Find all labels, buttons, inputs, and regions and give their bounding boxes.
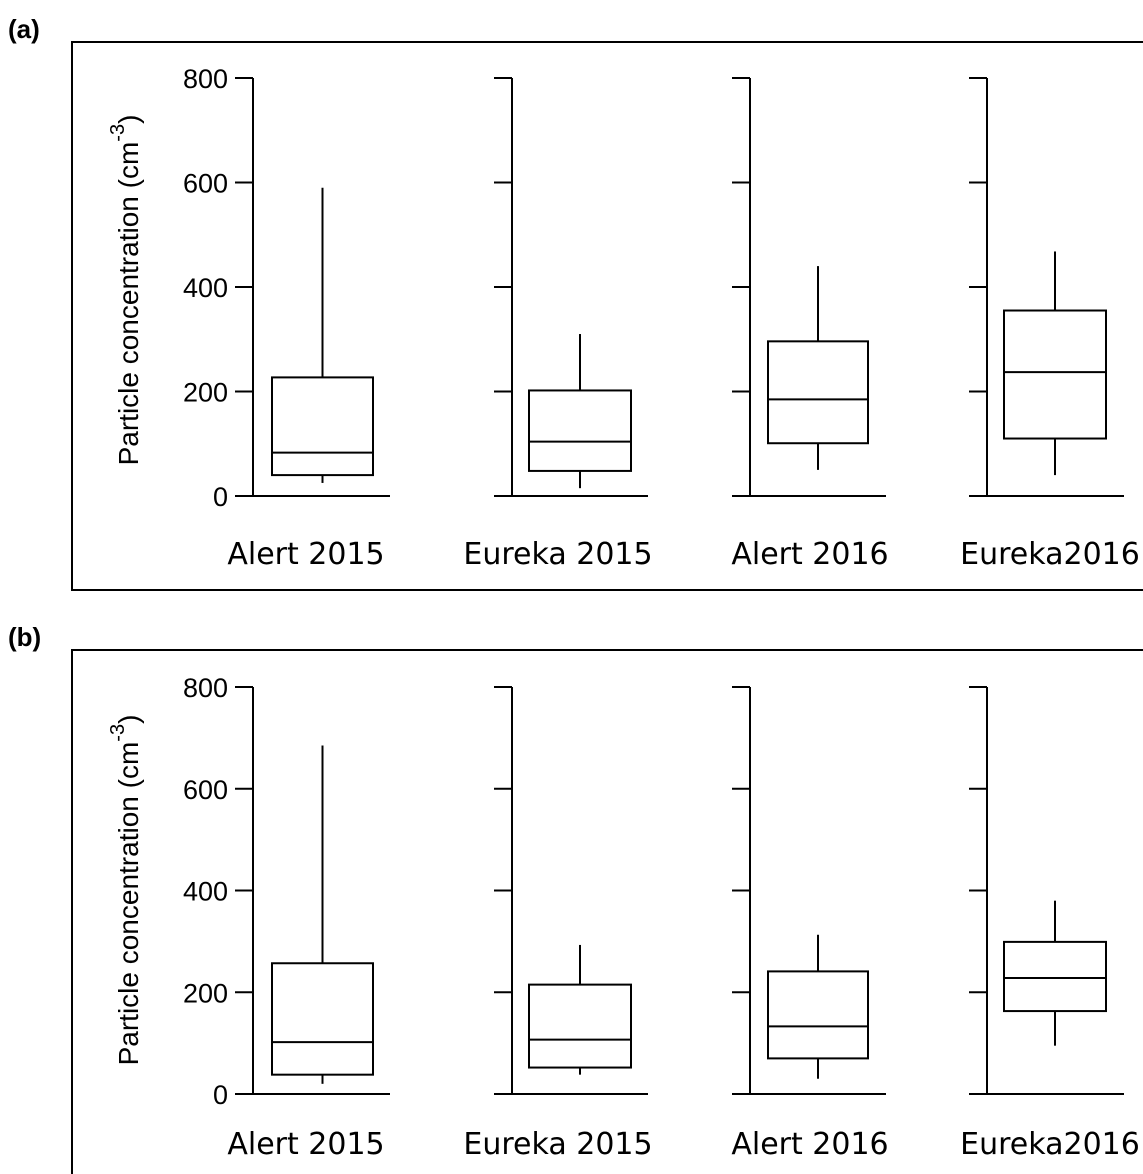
y-tick-label: 400 [183, 877, 228, 907]
panel-label: (b) [8, 622, 41, 652]
y-axis-label-text: Particle concentration (cm [113, 742, 144, 1066]
category-label: Eureka 2015 [463, 1127, 652, 1162]
panel-b: (b) Particle concentration (cm-3) 0 200 400 6… [8, 622, 1143, 1174]
category-label: Eureka 2015 [463, 537, 652, 572]
y-axis-label-superscript: -3 [107, 124, 129, 142]
box-iqr [271, 376, 374, 477]
subplot: Eureka 2015 [463, 686, 653, 1162]
y-axis-label: Particle concentration (cm-3) [107, 715, 144, 1066]
y-tick-label: 200 [183, 978, 228, 1008]
y-axis-label: Particle concentration (cm-3) [107, 115, 144, 466]
y-tick-label: 600 [183, 775, 228, 805]
y-tick-label: 400 [183, 273, 228, 303]
y-tick-label: 800 [183, 673, 228, 703]
panel-frame [71, 649, 1143, 1174]
panel-label: (a) [8, 14, 40, 44]
box-iqr [1003, 309, 1107, 440]
box-iqr [271, 962, 374, 1076]
box-iqr [528, 389, 632, 472]
category-label: Eureka2016 [960, 1127, 1140, 1162]
category-label: Alert 2015 [227, 537, 384, 572]
y-axis-label-text: Particle concentration (cm [113, 142, 144, 466]
panel-a: (a) Particle concentration (cm-3) 0 200 400 6… [8, 14, 1143, 591]
y-axis-label-close: ) [113, 115, 144, 124]
box-iqr [1003, 940, 1107, 1013]
subplot: Alert 2015 [227, 77, 390, 572]
y-tick-label: 200 [183, 378, 228, 408]
category-label: Alert 2016 [731, 537, 888, 572]
subplot: Alert 2016 [731, 686, 889, 1162]
subplot: Eureka2016 [960, 77, 1140, 572]
y-tick-label: 800 [183, 64, 228, 94]
y-tick-label: 600 [183, 169, 228, 199]
y-tick-label: 0 [213, 482, 228, 512]
box-iqr [767, 970, 869, 1060]
subplot: Alert 2015 [227, 686, 390, 1162]
y-axis-label-close: ) [113, 715, 144, 724]
y-axis-label-superscript: -3 [107, 724, 129, 742]
panel-frame [71, 41, 1143, 591]
subplot: Eureka2016 [960, 686, 1140, 1162]
subplot: Eureka 2015 [463, 77, 653, 572]
category-label: Alert 2015 [227, 1127, 384, 1162]
category-label: Alert 2016 [731, 1127, 888, 1162]
box-iqr [528, 983, 632, 1069]
category-label: Eureka2016 [960, 537, 1140, 572]
y-tick-label: 0 [213, 1080, 228, 1110]
subplot: Alert 2016 [731, 77, 889, 572]
box-iqr [767, 340, 869, 445]
